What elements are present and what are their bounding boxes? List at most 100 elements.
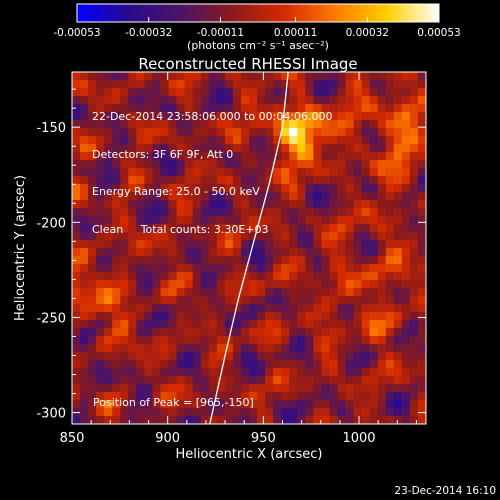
heatmap-cell [120, 152, 129, 161]
heatmap-cell [393, 184, 403, 193]
heatmap-cell [168, 400, 178, 409]
heatmap-cell [417, 368, 426, 377]
heatmap-cell [184, 320, 194, 329]
heatmap-cell [369, 128, 379, 137]
heatmap-cell [273, 96, 282, 105]
heatmap-cell [289, 304, 298, 313]
heatmap-cell [184, 176, 194, 185]
heatmap-cell [192, 288, 202, 297]
heatmap-cell [257, 88, 266, 97]
heatmap-cell [289, 96, 298, 105]
heatmap-cell [289, 288, 298, 297]
heatmap-cell [385, 200, 395, 209]
heatmap-cell [393, 104, 403, 113]
heatmap-cell [409, 384, 419, 393]
heatmap-cell [112, 256, 121, 265]
heatmap-cell [72, 160, 81, 169]
heatmap-cell [289, 256, 298, 265]
heatmap-cell [160, 280, 170, 289]
heatmap-cell [216, 232, 226, 241]
heatmap-cell [393, 144, 403, 153]
heatmap-cell [401, 184, 411, 193]
heatmap-cell [200, 344, 210, 353]
colorbar-tick-label: 0.00053 [417, 27, 460, 39]
heatmap-cell [120, 200, 129, 209]
heatmap-cell [337, 168, 347, 177]
heatmap-cell [96, 80, 105, 89]
heatmap-cell [249, 328, 258, 337]
heatmap-cell [385, 152, 395, 161]
heatmap-cell [144, 312, 153, 321]
heatmap-cell [104, 168, 113, 177]
heatmap-cell [184, 112, 194, 121]
heatmap-cell [176, 128, 186, 137]
heatmap-cell [224, 176, 234, 185]
heatmap-cell [128, 240, 137, 249]
heatmap-cell [192, 296, 202, 305]
heatmap-cell [88, 112, 97, 121]
heatmap-cell [88, 336, 97, 345]
heatmap-cell [176, 184, 186, 193]
heatmap-cell [240, 400, 250, 409]
heatmap-cell [409, 160, 419, 169]
heatmap-cell [393, 320, 403, 329]
heatmap-cell [345, 240, 355, 249]
heatmap-cell [80, 368, 89, 377]
heatmap-cell [385, 336, 395, 345]
heatmap-cell [257, 272, 266, 281]
heatmap-cell [265, 256, 274, 265]
heatmap-cell [265, 328, 274, 337]
heatmap-cell [321, 224, 330, 233]
heatmap-cell [160, 168, 170, 177]
heatmap-cell [377, 256, 387, 265]
heatmap-cell [265, 312, 274, 321]
heatmap-cell [281, 216, 290, 225]
colorbar-ticks: -0.00053 -0.00032 -0.00011 0.00011 0.00032 0.… [53, 17, 461, 39]
heatmap-cell [377, 272, 387, 281]
heatmap-cell [136, 264, 145, 273]
heatmap-cell [96, 248, 105, 257]
heatmap-cell [208, 184, 218, 193]
heatmap-cell [265, 200, 274, 209]
heatmap-cell [104, 88, 113, 97]
heatmap-cell [144, 408, 153, 417]
heatmap-cell [80, 168, 89, 177]
heatmap-cell [112, 128, 121, 137]
heatmap-cell [168, 320, 178, 329]
heatmap-cell [385, 184, 395, 193]
heatmap-cell [361, 152, 371, 161]
heatmap-cell [120, 232, 129, 241]
heatmap-cell [80, 416, 89, 424]
heatmap-cell [321, 392, 330, 401]
heatmap-cell [345, 160, 355, 169]
heatmap-cell [208, 72, 218, 81]
heatmap-cell [120, 272, 129, 281]
heatmap-cell [297, 272, 306, 281]
heatmap-cell [112, 408, 121, 417]
heatmap-cell [281, 192, 290, 201]
heatmap-cell [257, 152, 266, 161]
heatmap-cell [176, 80, 186, 89]
heatmap-cell [176, 344, 186, 353]
heatmap-cell [144, 208, 153, 217]
heatmap-cell [136, 408, 145, 417]
heatmap-cell [305, 344, 314, 353]
heatmap-cell [353, 344, 363, 353]
heatmap-cell [417, 176, 426, 185]
heatmap-cell [297, 104, 306, 113]
heatmap-cell [353, 112, 363, 121]
heatmap-cell [353, 248, 363, 257]
heatmap-cell [321, 184, 330, 193]
heatmap-cell [232, 312, 242, 321]
heatmap-cell [361, 80, 371, 89]
heatmap-cell [96, 240, 105, 249]
heatmap-cell [361, 88, 371, 97]
heatmap-cell [273, 272, 282, 281]
heatmap-cell [152, 104, 161, 113]
heatmap-cell [337, 376, 347, 385]
heatmap-cell [104, 392, 113, 401]
heatmap-cell [345, 352, 355, 361]
heatmap-cell [289, 376, 298, 385]
heatmap-cell [80, 272, 89, 281]
x-tick-label: 1000 [342, 431, 375, 446]
